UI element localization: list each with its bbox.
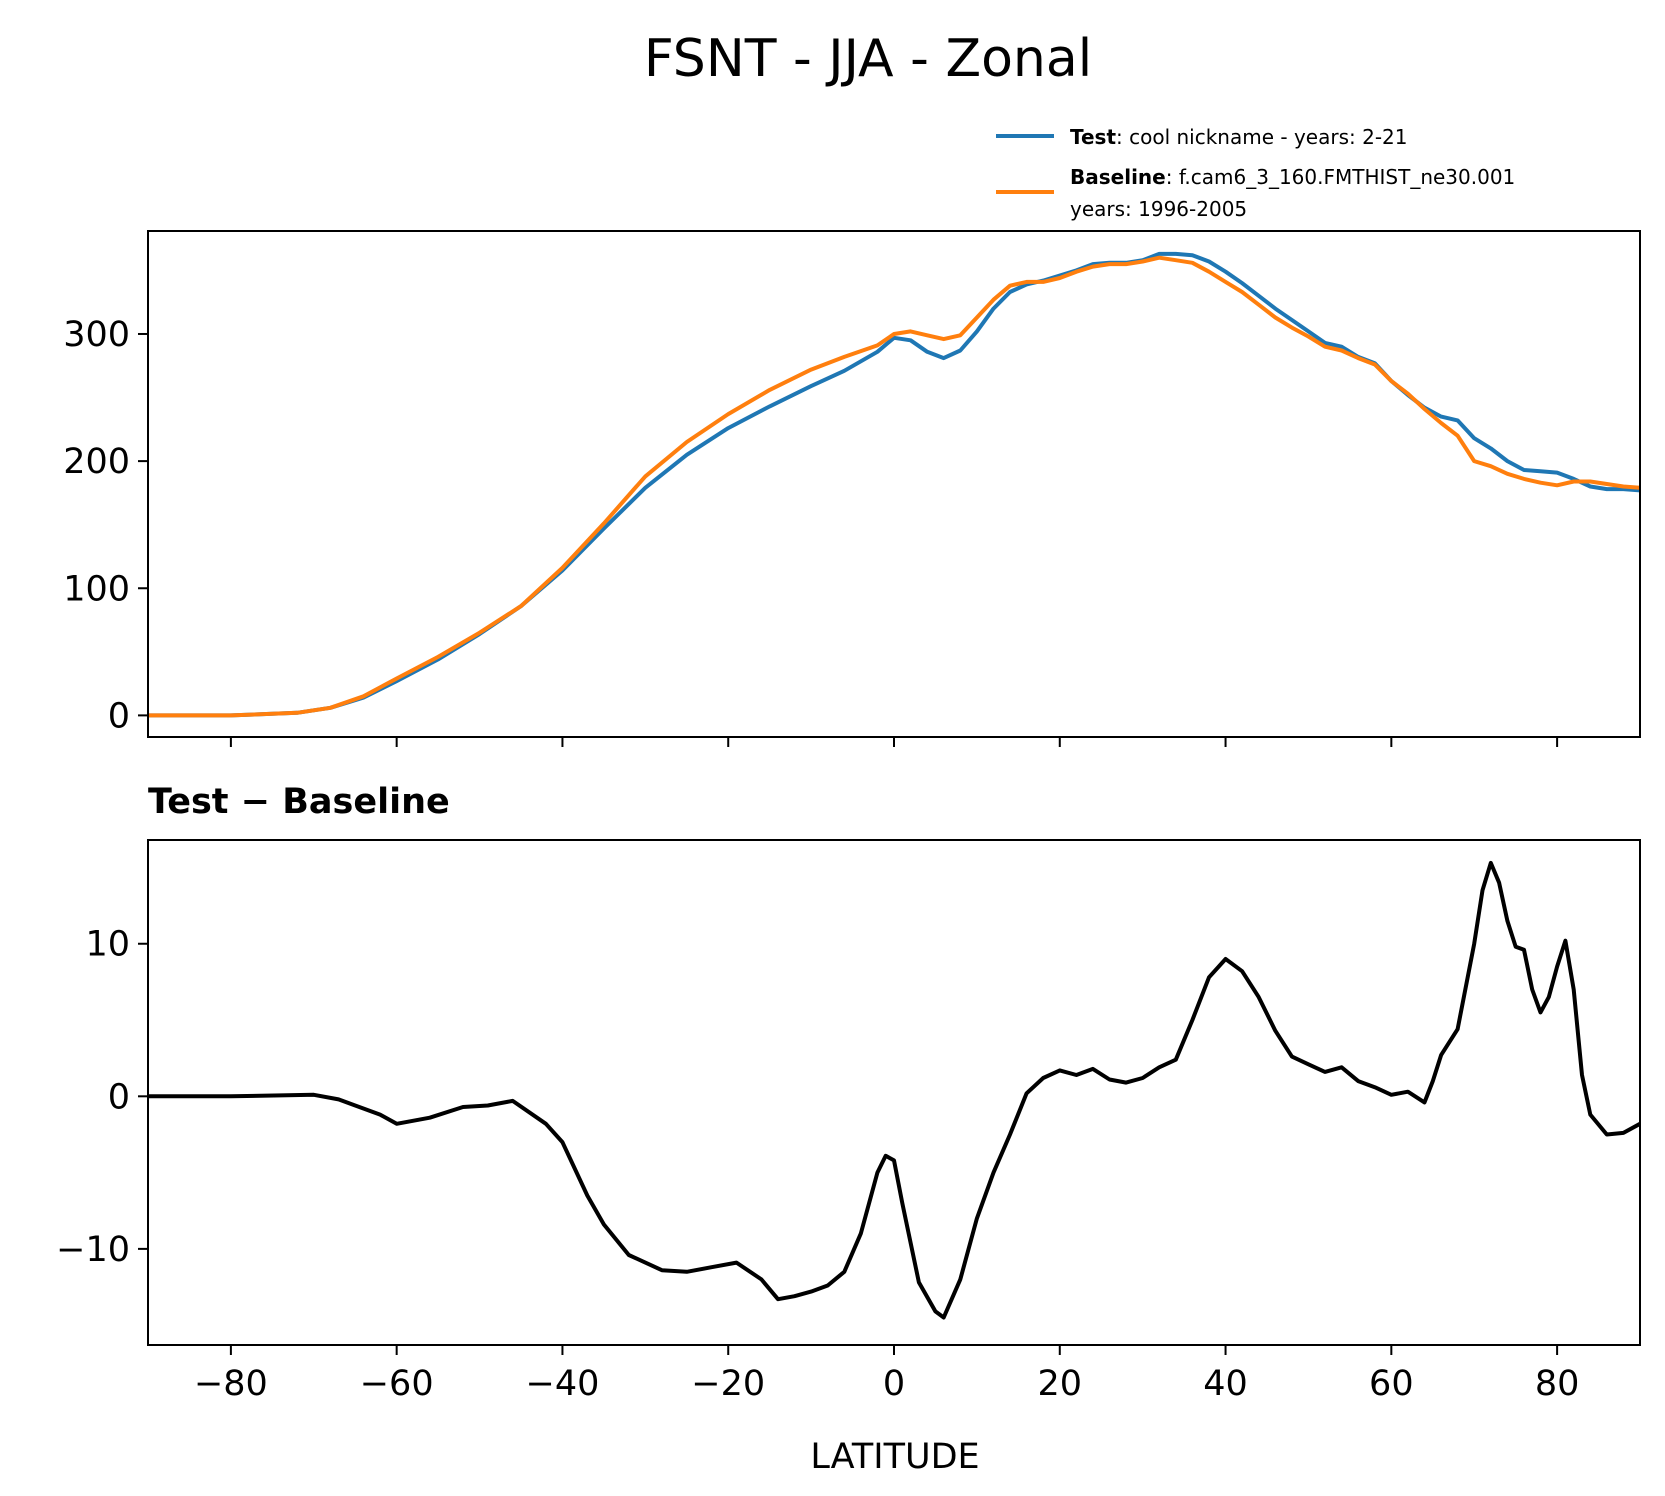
legend-test-entry: Test: cool nickname - years: 2-21 <box>1070 125 1407 149</box>
diff-x-tick-label: 20 <box>1038 1364 1083 1404</box>
top-series-test <box>148 251 1640 718</box>
diff-y-tick-label: 0 <box>108 1077 130 1117</box>
figure-title: FSNT - JJA - Zonal <box>644 29 1092 89</box>
legend-baseline-desc: : f.cam6_3_160.FMTHIST_ne30.001 <box>1166 165 1516 189</box>
top-y-tick-label: 100 <box>63 569 130 609</box>
top-y-tick-label: 200 <box>63 442 130 482</box>
diff-x-tick-label: 0 <box>883 1364 905 1404</box>
diff-panel: −10 0 10 −80 −60 −40 −20 0 20 40 60 80 <box>56 839 1641 1404</box>
top-y-tick-label: 300 <box>63 315 130 355</box>
legend-test-label: Test <box>1070 125 1116 149</box>
diff-x-tick-label: −40 <box>526 1364 600 1404</box>
top-axes-frame <box>147 230 1641 738</box>
diff-x-tick-label: 80 <box>1535 1364 1580 1404</box>
diff-x-tick-label: 60 <box>1369 1364 1414 1404</box>
diff-x-tick-label: −80 <box>194 1364 268 1404</box>
top-series-baseline <box>148 255 1640 718</box>
top-y-tick-label: 0 <box>108 696 130 736</box>
diff-x-tick-label: −60 <box>360 1364 434 1404</box>
diff-axes-frame <box>147 839 1641 1346</box>
legend-baseline-desc2: years: 1996-2005 <box>1070 197 1247 221</box>
legend: Test: cool nickname - years: 2-21 Baseli… <box>996 125 1515 221</box>
x-axis-label: LATITUDE <box>810 1437 979 1477</box>
legend-baseline-entry: Baseline: f.cam6_3_160.FMTHIST_ne30.001 <box>1070 165 1515 189</box>
legend-baseline-label: Baseline <box>1070 165 1166 189</box>
legend-test-desc: : cool nickname - years: 2-21 <box>1116 125 1407 149</box>
diff-series-difference <box>148 860 1640 1320</box>
diff-y-tick-label: 10 <box>85 925 130 965</box>
diff-y-tick-label: −10 <box>56 1230 130 1270</box>
diff-panel-title: Test − Baseline <box>148 782 450 822</box>
diff-x-tick-label: 40 <box>1203 1364 1248 1404</box>
diff-x-tick-label: −20 <box>691 1364 765 1404</box>
top-panel: 0 100 200 300 <box>63 230 1641 747</box>
